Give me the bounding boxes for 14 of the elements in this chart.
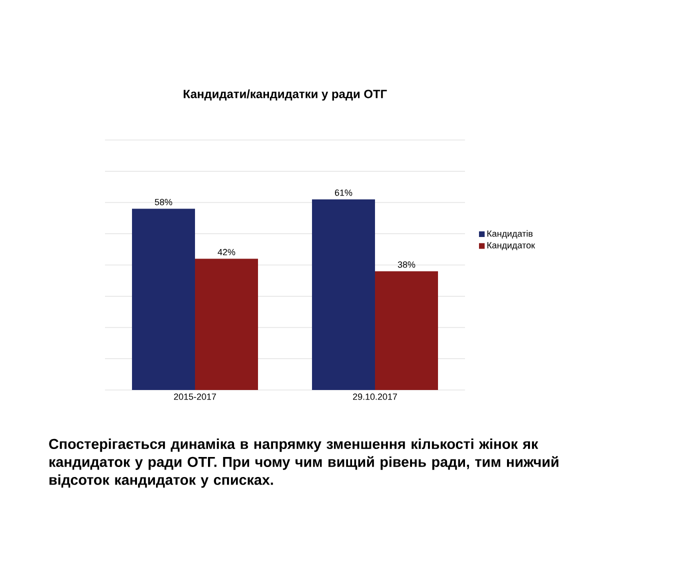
x-tick-label: 2015-2017 [174,394,216,400]
legend-label: Кандидатів [487,230,533,238]
data-label: 61% [334,190,352,196]
data-label: 58% [154,198,172,206]
bar [195,258,258,390]
chart-title: Кандидати/кандидатки у ради ОТГ [184,89,387,101]
bar [375,271,438,390]
data-label: 42% [218,248,236,256]
x-tick-label: 29.10.2017 [353,394,397,400]
bar [312,199,376,390]
legend-label: Кандидаток [487,242,536,250]
data-label: 38% [398,261,416,268]
text: Спостерігається динаміка в напрямку зменшення кількості жінок як кандидаток у ради ОТГ. При чому чим вищий рівень ради, тим нижчий відсоток кандидаток у списках. [49,438,558,488]
bar [132,208,196,390]
